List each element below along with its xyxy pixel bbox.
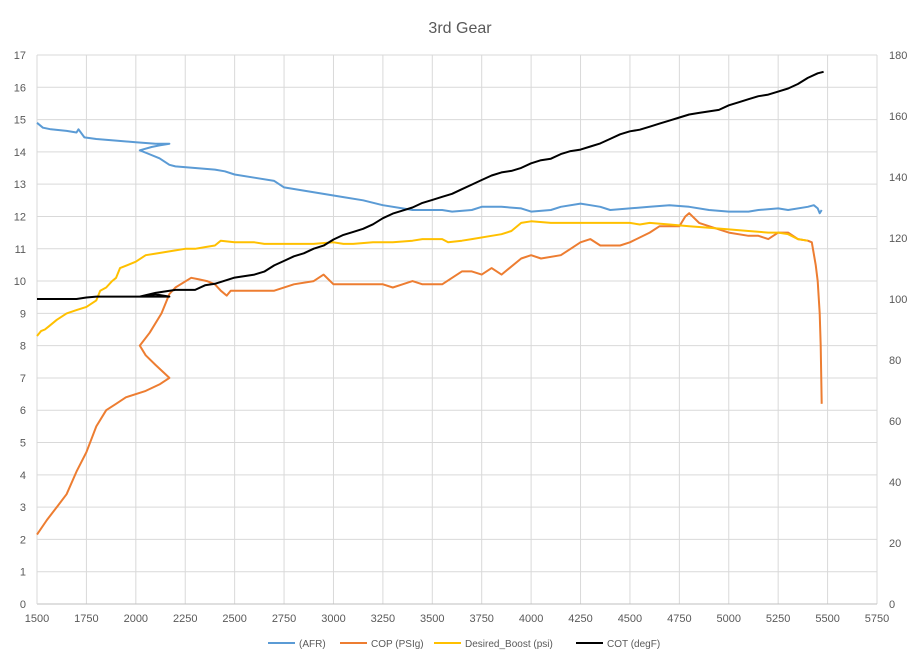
x-tick-label: 2750 xyxy=(272,613,296,625)
series-line-afr xyxy=(36,122,823,215)
series-line-cot-degf xyxy=(37,70,824,300)
y2-tick-label: 40 xyxy=(889,477,901,489)
chart-title: 3rd Gear xyxy=(428,20,492,37)
x-tick-label: 2000 xyxy=(124,613,148,625)
y-tick-label: 12 xyxy=(14,211,26,223)
y-tick-label: 9 xyxy=(20,308,26,320)
x-tick-label: 5250 xyxy=(766,613,790,625)
series-line-desired-boost-psi xyxy=(36,220,808,337)
y-tick-label: 8 xyxy=(20,341,26,353)
y-tick-label: 2 xyxy=(20,534,26,546)
y-tick-label: 4 xyxy=(20,470,26,482)
y-tick-label: 3 xyxy=(20,502,26,514)
y-tick-label: 11 xyxy=(15,244,26,256)
plot-area xyxy=(36,55,877,605)
legend-label: COT (degF) xyxy=(607,639,660,650)
y2-tick-label: 20 xyxy=(889,538,901,550)
y2-tick-label: 160 xyxy=(889,111,907,123)
y2-axis-tick-labels: 0 20 40 60 80 100 120 140 160 180 xyxy=(889,50,907,611)
y-tick-label: 16 xyxy=(14,82,26,94)
legend: (AFR) COP (PSIg) Desired_Boost (psi) COT (d… xyxy=(268,639,660,650)
x-tick-label: 4500 xyxy=(618,613,642,625)
y2-tick-label: 140 xyxy=(889,172,907,184)
x-tick-label: 4750 xyxy=(667,613,691,625)
x-tick-label: 3000 xyxy=(321,613,345,625)
y-tick-label: 17 xyxy=(14,50,26,62)
legend-label: COP (PSIg) xyxy=(371,639,424,650)
y-tick-label: 1 xyxy=(20,567,26,579)
y2-tick-label: 0 xyxy=(889,599,895,611)
y-tick-label: 6 xyxy=(20,405,26,417)
series-lines xyxy=(36,70,824,536)
series-line-cop-psig xyxy=(36,212,823,536)
x-tick-label: 1500 xyxy=(25,613,49,625)
y2-tick-label: 80 xyxy=(889,355,901,367)
x-axis-tick-labels: 1500 1750 2000 2250 2500 2750 3000 3250 3500 3750… xyxy=(25,613,889,625)
legend-label: (AFR) xyxy=(299,639,326,650)
x-tick-label: 5000 xyxy=(717,613,741,625)
x-tick-label: 4250 xyxy=(568,613,592,625)
x-tick-label: 3250 xyxy=(371,613,395,625)
x-tick-label: 1750 xyxy=(74,613,98,625)
y-tick-label: 15 xyxy=(14,115,26,127)
y2-tick-label: 120 xyxy=(889,233,907,245)
x-tick-label: 4000 xyxy=(519,613,543,625)
y2-tick-label: 180 xyxy=(889,50,907,62)
y2-tick-label: 60 xyxy=(889,416,901,428)
y2-tick-label: 100 xyxy=(889,294,907,306)
gridlines xyxy=(37,54,878,604)
legend-label: Desired_Boost (psi) xyxy=(465,639,553,650)
x-tick-label: 5500 xyxy=(815,613,839,625)
y-tick-label: 10 xyxy=(14,276,26,288)
x-tick-label: 3750 xyxy=(469,613,493,625)
y-tick-label: 5 xyxy=(20,438,26,450)
x-tick-label: 5750 xyxy=(865,613,889,625)
y-tick-label: 14 xyxy=(14,147,26,159)
x-tick-label: 2250 xyxy=(173,613,197,625)
y-tick-label: 0 xyxy=(20,599,26,611)
x-tick-label: 3500 xyxy=(420,613,444,625)
y-tick-label: 13 xyxy=(14,179,26,191)
x-tick-label: 2500 xyxy=(222,613,246,625)
y-tick-label: 7 xyxy=(20,373,26,385)
